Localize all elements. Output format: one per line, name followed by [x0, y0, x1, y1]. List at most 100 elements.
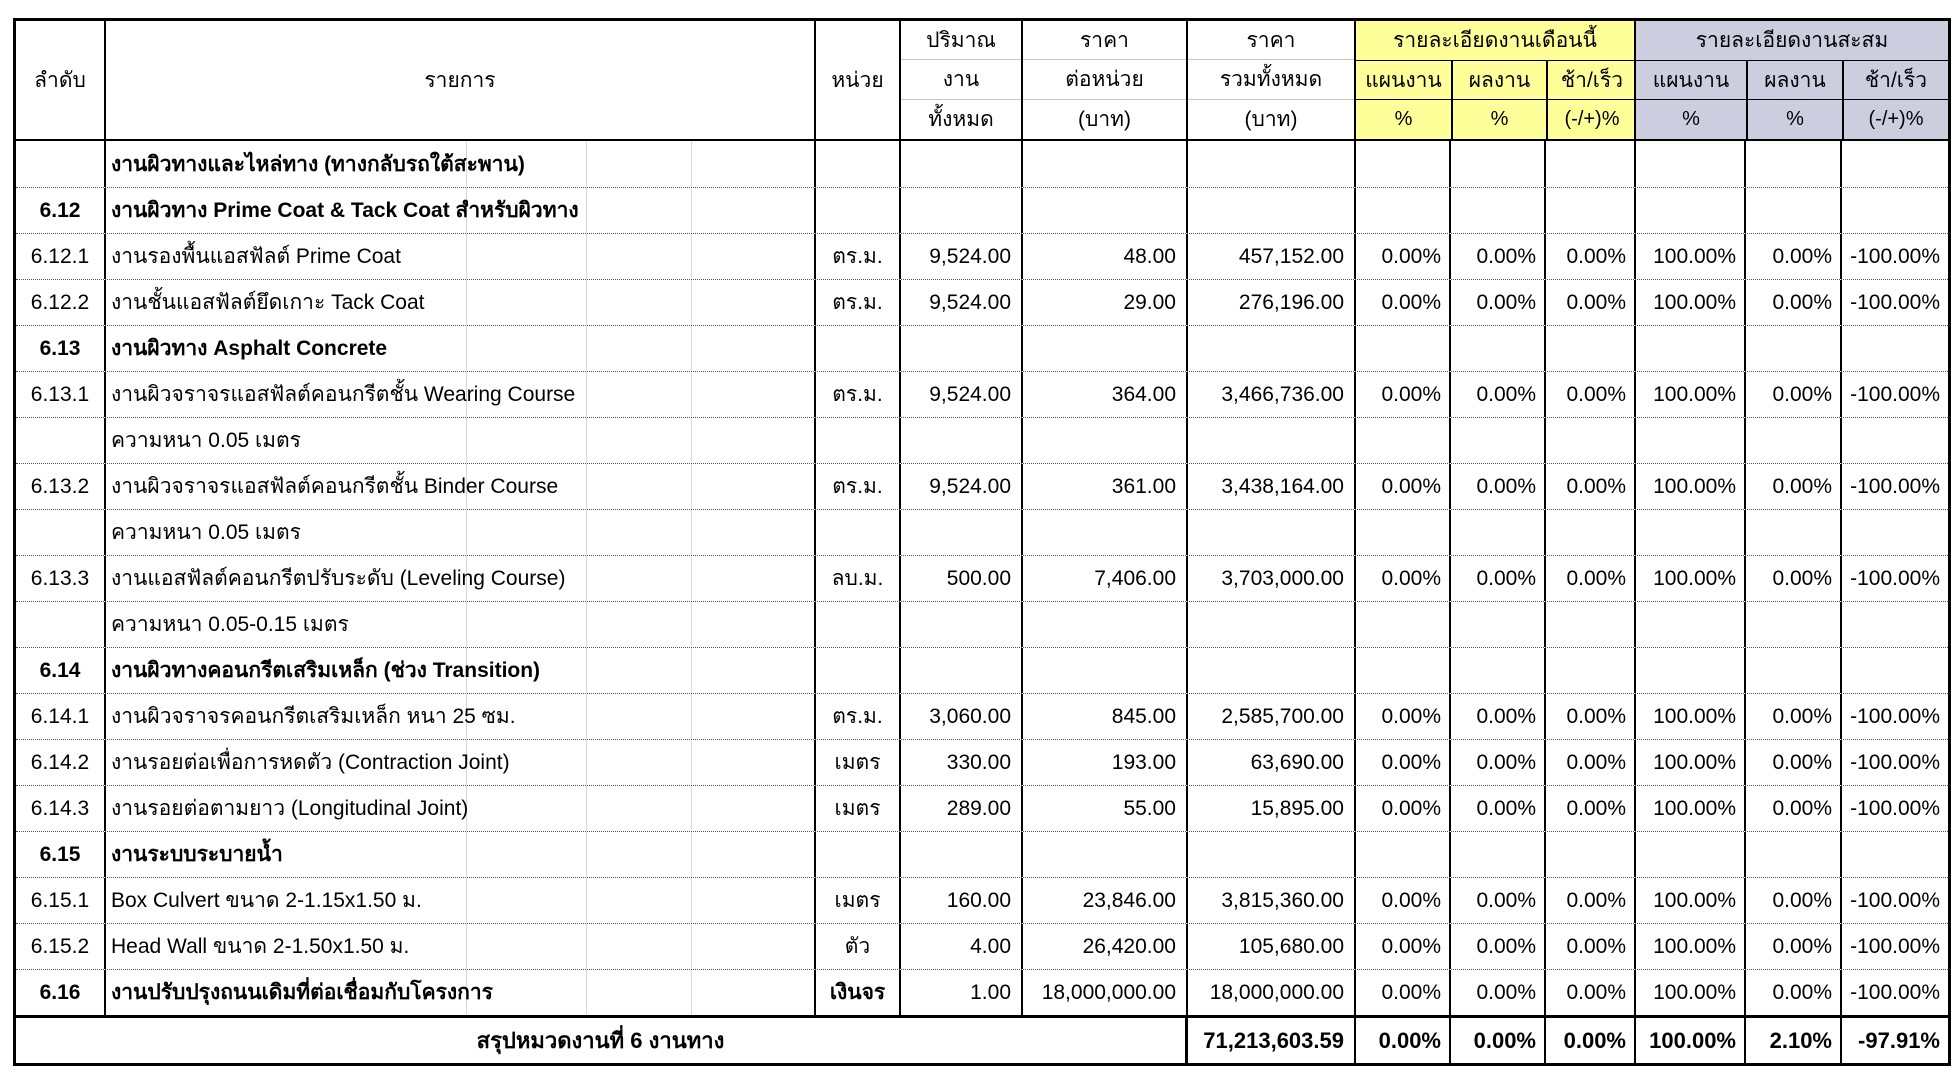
cell-total-price: 3,703,000.00 [1188, 556, 1356, 601]
cell-month-diff: 0.00% [1546, 372, 1636, 417]
cell-unit [816, 188, 901, 233]
cell-cum-plan: 100.00% [1636, 740, 1746, 785]
cell-cum-plan: 100.00% [1636, 786, 1746, 831]
cell-month-diff: 0.00% [1546, 280, 1636, 325]
cell-month-diff [1546, 602, 1636, 647]
cell-unit-price: 23,846.00 [1023, 878, 1188, 923]
cell-cum-diff: -100.00% [1850, 750, 1940, 774]
cell-cum-diff [1842, 188, 1948, 233]
cell-month-actual: 0.00% [1451, 786, 1546, 831]
table-row: 6.12.1 งานรองพื้นแอสฟัลต์ Prime Coat ตร.… [16, 233, 1948, 279]
cell-unit [816, 510, 901, 555]
cell-month-diff [1546, 510, 1636, 555]
cell-month-plan [1356, 188, 1451, 233]
cell-quantity: 9,524.00 [901, 372, 1023, 417]
cell-total-price: 2,585,700.00 [1188, 694, 1356, 739]
cell-unit [816, 648, 901, 693]
cell-cum-actual: 0.00% [1746, 234, 1842, 279]
cell-no: 6.14.3 [16, 786, 106, 831]
cell-quantity: 9,524.00 [901, 464, 1023, 509]
cell-cum-plan: 100.00% [1636, 464, 1746, 509]
cell-month-actual [1451, 326, 1546, 371]
table-row: 6.12 งานผิวทาง Prime Coat & Tack Coat สำ… [16, 187, 1948, 233]
cell-unit-price: 29.00 [1023, 280, 1188, 325]
cell-month-plan: 0.00% [1356, 970, 1451, 1015]
header-total-price-line3: (บาท) [1244, 107, 1298, 131]
cell-cum-diff: -100.00% [1850, 244, 1940, 268]
cell-total-price [1188, 648, 1356, 693]
cell-cum-diff: -100.00% [1850, 566, 1940, 590]
cell-cum-actual: 0.00% [1746, 786, 1842, 831]
cell-unit-price: 845.00 [1023, 694, 1188, 739]
cell-total-price [1188, 141, 1356, 187]
cell-cum-diff: -100.00% [1850, 888, 1940, 912]
cell-unit: ตร.ม. [816, 694, 901, 739]
cell-item: ความหนา 0.05 เมตร [106, 510, 816, 555]
cell-item: งานผิวทาง Asphalt Concrete [106, 326, 816, 371]
cell-month-actual [1451, 510, 1546, 555]
cell-no: 6.13.3 [16, 556, 106, 601]
cell-month-diff: 0.00% [1546, 464, 1636, 509]
cell-no: 6.15.1 [16, 878, 106, 923]
cell-month-plan [1356, 648, 1451, 693]
header-month-plan-label: แผนงาน [1356, 61, 1451, 100]
cell-cum-plan: 100.00% [1636, 372, 1746, 417]
cell-cum-diff [1842, 648, 1948, 693]
cell-month-plan: 0.00% [1356, 556, 1451, 601]
cell-month-diff: 0.00% [1546, 786, 1636, 831]
header-month-actual-label: ผลงาน [1453, 61, 1546, 100]
cell-total-price [1188, 832, 1356, 877]
cell-total-price: 15,895.00 [1188, 786, 1356, 831]
cell-cum-plan [1636, 510, 1746, 555]
cell-month-diff: 0.00% [1546, 234, 1636, 279]
cell-unit: ลบ.ม. [816, 556, 901, 601]
cell-month-plan: 0.00% [1356, 694, 1451, 739]
cell-unit [816, 326, 901, 371]
cell-unit [816, 418, 901, 463]
cell-month-actual [1451, 418, 1546, 463]
cell-cum-actual [1746, 188, 1842, 233]
cell-unit [816, 832, 901, 877]
cell-item: งานปรับปรุงถนนเดิมที่ต่อเชื่อมกับโครงการ [106, 970, 816, 1015]
cell-month-plan: 0.00% [1356, 234, 1451, 279]
cell-cum-plan [1636, 832, 1746, 877]
cell-item: งานผิวจราจรแอสฟัลต์คอนกรีตชั้น Wearing C… [106, 372, 816, 417]
summary-cum-diff: -97.91% [1858, 1027, 1940, 1053]
header-month-diff-unit: (-/+)% [1564, 108, 1620, 130]
cell-unit-price: 48.00 [1023, 234, 1188, 279]
cell-cum-plan: 100.00% [1636, 924, 1746, 969]
cell-total-price: 18,000,000.00 [1188, 970, 1356, 1015]
cell-month-diff: 0.00% [1546, 740, 1636, 785]
cell-cum-plan: 100.00% [1636, 878, 1746, 923]
cell-unit-price [1023, 326, 1188, 371]
cell-no: 6.16 [16, 970, 106, 1015]
table-row: ความหนา 0.05 เมตร [16, 509, 1948, 555]
summary-month-diff: 0.00% [1546, 1018, 1636, 1063]
cell-cum-actual: 0.00% [1746, 464, 1842, 509]
cell-unit: ตัว [816, 924, 901, 969]
cell-month-actual [1451, 832, 1546, 877]
cell-unit: ตร.ม. [816, 280, 901, 325]
table-row: 6.13.1 งานผิวจราจรแอสฟัลต์คอนกรีตชั้น We… [16, 371, 1948, 417]
cell-unit-price: 18,000,000.00 [1023, 970, 1188, 1015]
cell-month-plan [1356, 141, 1451, 187]
cell-month-plan: 0.00% [1356, 464, 1451, 509]
header-cum-actual: ผลงาน % [1746, 61, 1842, 139]
header-unit: หน่วย [816, 21, 901, 139]
cell-quantity [901, 326, 1023, 371]
cell-month-actual: 0.00% [1451, 464, 1546, 509]
cell-month-diff: 0.00% [1546, 878, 1636, 923]
header-cum-diff-unit: (-/+)% [1868, 108, 1924, 130]
cell-month-actual [1451, 141, 1546, 187]
cell-cum-actual: 0.00% [1746, 556, 1842, 601]
cell-no: 6.14 [16, 648, 106, 693]
cell-month-diff [1546, 326, 1636, 371]
cell-month-diff [1546, 141, 1636, 187]
cell-quantity [901, 510, 1023, 555]
cell-quantity: 1.00 [901, 970, 1023, 1015]
cell-item: งานผิวจราจรแอสฟัลต์คอนกรีตชั้น Binder Co… [106, 464, 816, 509]
table-row: ความหนา 0.05-0.15 เมตร [16, 601, 1948, 647]
cell-cum-diff [1842, 141, 1948, 187]
cell-cum-diff: -100.00% [1850, 382, 1940, 406]
cell-cum-actual: 0.00% [1746, 694, 1842, 739]
